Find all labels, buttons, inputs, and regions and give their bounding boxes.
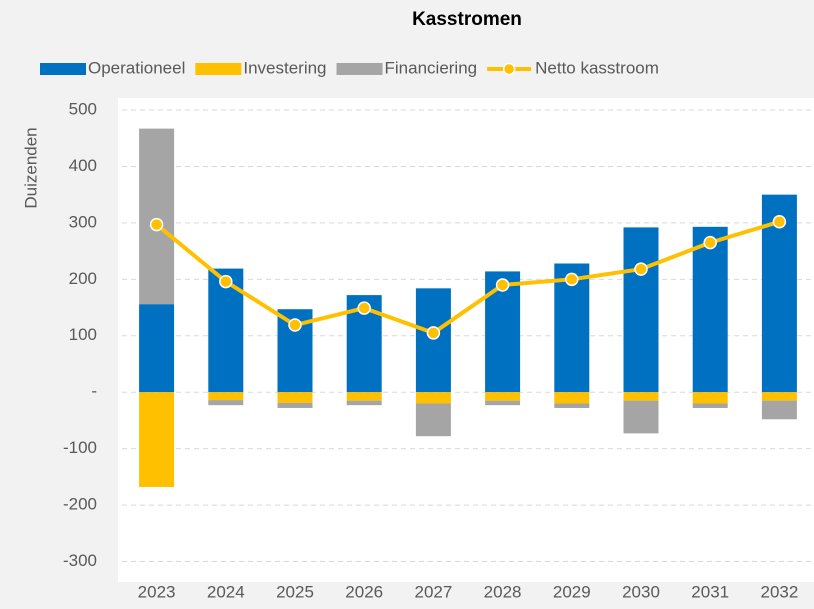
legend-swatch bbox=[40, 63, 86, 75]
line bbox=[155, 219, 780, 335]
x-tick-label: 2029 bbox=[553, 582, 591, 601]
marker bbox=[426, 326, 441, 340]
x-tick-label: 2026 bbox=[345, 582, 383, 601]
bar bbox=[346, 392, 382, 401]
legend-label: Financiering bbox=[385, 58, 478, 77]
y-tick-label: 400 bbox=[69, 156, 97, 175]
marker bbox=[565, 272, 579, 287]
legend-label: Investering bbox=[243, 58, 326, 77]
marker bbox=[495, 278, 510, 292]
y-tick-label: 500 bbox=[69, 99, 97, 118]
marker bbox=[149, 217, 164, 232]
x-tick-label: 2031 bbox=[691, 582, 729, 601]
marker bbox=[703, 235, 717, 250]
x-tick-label: 2030 bbox=[622, 582, 660, 601]
marker bbox=[357, 301, 371, 315]
bar bbox=[277, 402, 313, 408]
bar bbox=[139, 392, 175, 488]
marker bbox=[219, 274, 233, 289]
x-tick-label: 2027 bbox=[414, 582, 452, 601]
bar bbox=[415, 403, 451, 437]
marker bbox=[288, 318, 302, 332]
bar bbox=[346, 400, 382, 406]
legend-label: Operationeel bbox=[88, 58, 185, 77]
legend-swatch bbox=[336, 63, 383, 75]
bar bbox=[485, 392, 521, 401]
x-tick-label: 2028 bbox=[484, 582, 522, 601]
bar bbox=[277, 392, 313, 403]
y-tick-label: -300 bbox=[63, 551, 97, 570]
y-tick-label: 100 bbox=[69, 325, 97, 344]
bar bbox=[692, 392, 728, 404]
bar bbox=[554, 403, 590, 408]
bar bbox=[208, 392, 244, 401]
y-tick-label: 200 bbox=[69, 269, 97, 288]
y-axis-label: Duizenden bbox=[21, 127, 40, 208]
bar bbox=[623, 392, 659, 401]
bar bbox=[761, 392, 797, 401]
bar bbox=[692, 226, 728, 393]
bar bbox=[761, 400, 797, 420]
legend-swatch bbox=[195, 63, 242, 75]
legend-swatch bbox=[502, 62, 516, 76]
y-tick-label: 300 bbox=[69, 212, 97, 231]
legend: Operationeel Investering Financiering Netto… bbox=[40, 58, 659, 77]
bar bbox=[415, 288, 451, 393]
bar bbox=[208, 400, 244, 406]
x-tick-label: 2025 bbox=[276, 582, 314, 601]
marker bbox=[634, 262, 648, 276]
x-tick-label: 2023 bbox=[138, 582, 176, 601]
bar bbox=[415, 392, 451, 404]
bar bbox=[623, 227, 659, 393]
chart-title: Kasstromen bbox=[412, 9, 522, 30]
bar bbox=[623, 400, 659, 434]
bar bbox=[554, 392, 590, 404]
y-tick-label: -200 bbox=[63, 495, 97, 514]
y-tick-label: - bbox=[91, 382, 97, 401]
y-tick-label: -100 bbox=[63, 438, 97, 457]
bar bbox=[139, 304, 175, 393]
legend-label: Netto kasstroom bbox=[535, 58, 659, 77]
x-tick-label: 2024 bbox=[207, 582, 245, 601]
marker bbox=[772, 214, 787, 229]
x-tick-label: 2032 bbox=[760, 582, 798, 601]
bar bbox=[139, 128, 175, 305]
bar bbox=[485, 400, 521, 406]
bar bbox=[692, 403, 728, 408]
